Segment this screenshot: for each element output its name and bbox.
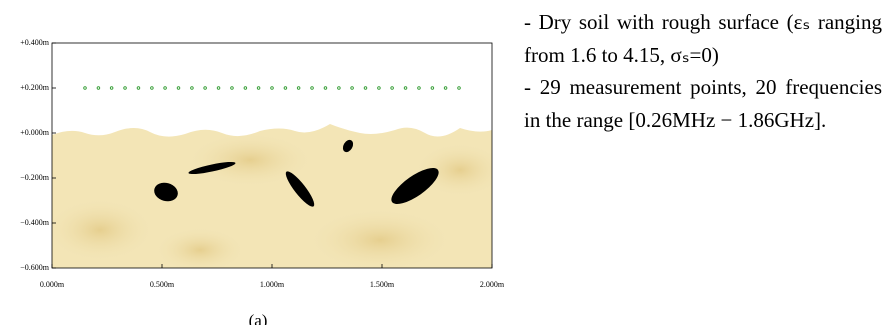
measurement-point bbox=[377, 86, 381, 90]
measurement-point bbox=[150, 86, 154, 90]
y-tick-label: −0.400m bbox=[20, 218, 50, 227]
measurement-point bbox=[123, 86, 127, 90]
measurement-point bbox=[443, 86, 448, 90]
x-tick-label: 2.000m bbox=[480, 280, 505, 289]
measurement-point bbox=[457, 86, 461, 90]
measurement-point bbox=[390, 86, 394, 90]
measurement-point bbox=[83, 86, 87, 90]
measurement-point bbox=[323, 86, 328, 90]
measurement-point bbox=[417, 86, 421, 90]
buried-objects bbox=[154, 139, 439, 207]
soil bbox=[52, 124, 492, 268]
measurement-point bbox=[230, 86, 234, 90]
measurement-point bbox=[203, 86, 207, 90]
measurement-point bbox=[96, 86, 101, 90]
x-tick-label: 1.000m bbox=[260, 280, 285, 289]
measurement-point bbox=[176, 86, 181, 90]
measurement-point bbox=[256, 86, 261, 90]
description: - Dry soil with rough surface (εₛ rangin… bbox=[524, 6, 882, 136]
measurement-point bbox=[283, 86, 288, 90]
measurement-point bbox=[363, 86, 368, 90]
measurement-point bbox=[310, 86, 314, 90]
chart: (a) +0.400m +0.200m +0.000m −0.200m −0.400m −… bbox=[20, 38, 505, 325]
description-item: - Dry soil with rough surface (εₛ rangin… bbox=[524, 10, 882, 67]
caption: (a) bbox=[249, 311, 268, 325]
measurement-point bbox=[216, 86, 221, 90]
y-tick-label: −0.200m bbox=[20, 173, 50, 182]
measurement-point bbox=[350, 86, 354, 90]
x-tick-label: 0.000m bbox=[40, 280, 65, 289]
description-item: - 29 measurement points, 20 frequencies … bbox=[524, 75, 882, 132]
y-tick-label: +0.200m bbox=[20, 83, 50, 92]
measurement-point bbox=[337, 86, 341, 90]
measurement-point bbox=[243, 86, 248, 90]
measurement-point bbox=[296, 86, 301, 90]
x-tick-label: 1.500m bbox=[370, 280, 395, 289]
y-tick-label: +0.000m bbox=[20, 128, 50, 137]
measurement-point bbox=[270, 86, 274, 90]
y-tick-label: +0.400m bbox=[20, 38, 50, 47]
measurement-point bbox=[190, 86, 194, 90]
measurement-point bbox=[403, 86, 408, 90]
measurement-point bbox=[136, 86, 141, 90]
measurement-point bbox=[163, 86, 167, 90]
y-tick-label: −0.600m bbox=[20, 263, 50, 272]
measurement-point bbox=[109, 86, 114, 90]
x-tick-label: 0.500m bbox=[150, 280, 175, 289]
measurement-point bbox=[430, 86, 435, 90]
